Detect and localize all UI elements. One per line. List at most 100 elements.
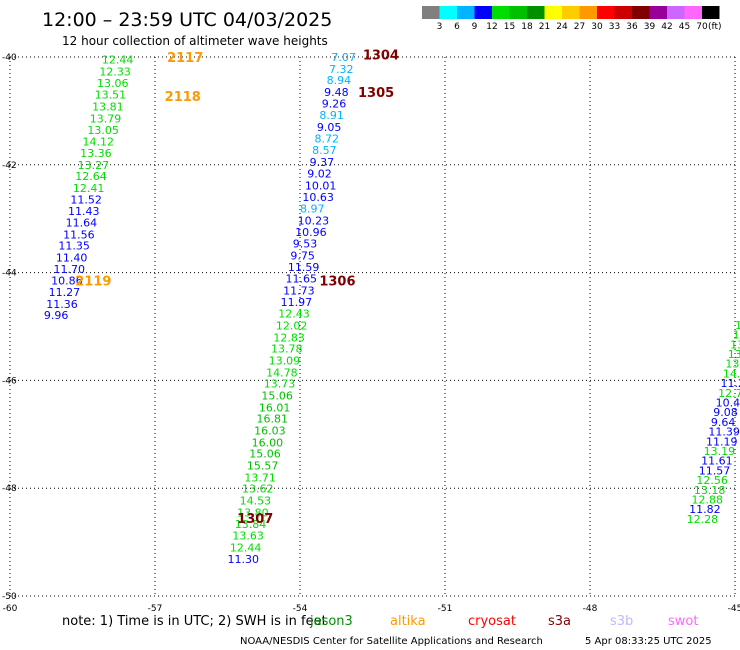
wave-height-value: 13.73 bbox=[264, 378, 296, 391]
colorbar-label: 36 bbox=[626, 22, 638, 32]
wave-height-value: 11.82 bbox=[689, 503, 721, 516]
colorbar-label: 6 bbox=[454, 22, 460, 32]
chart-subtitle: 12 hour collection of altimeter wave hei… bbox=[62, 34, 328, 48]
wave-height-value: 13.81 bbox=[92, 101, 124, 114]
colorbar-label: 33 bbox=[609, 22, 620, 32]
wave-height-value: 12.56 bbox=[696, 474, 728, 487]
wave-height-value: 12.44 bbox=[230, 541, 262, 554]
wave-height-value: 11.70 bbox=[54, 263, 86, 276]
x-tick-label: -45 bbox=[728, 604, 740, 614]
wave-height-value: 9.05 bbox=[317, 121, 342, 134]
wave-height-value: 13.78 bbox=[271, 343, 303, 356]
wave-height-value: 12.64 bbox=[75, 170, 107, 183]
wave-height-value: 12.88 bbox=[692, 494, 724, 507]
wave-height-value: 8.97 bbox=[300, 202, 325, 215]
wave-height-value: 13.80 bbox=[237, 506, 269, 519]
wave-height-value: 13.62 bbox=[242, 483, 274, 496]
wave-height-value: 8.91 bbox=[319, 109, 344, 122]
wave-height-value: 16.03 bbox=[254, 425, 285, 438]
wave-height-value: 7.07 bbox=[331, 51, 356, 64]
colorbar-swatch bbox=[649, 6, 667, 19]
wave-height-value: 11.73 bbox=[283, 284, 315, 297]
wave-height-value: 10.86 bbox=[51, 275, 82, 288]
wave-height-value: 9.96 bbox=[44, 309, 68, 322]
x-tick-label: -54 bbox=[293, 604, 308, 614]
colorbar-label: 30 bbox=[591, 22, 603, 32]
wave-height-value: 11.56 bbox=[63, 228, 95, 241]
pass-label: 1306 bbox=[319, 275, 355, 290]
colorbar-swatch bbox=[597, 6, 615, 19]
wave-height-value: 11.19 bbox=[706, 435, 738, 448]
wave-height-value: 11.40 bbox=[56, 252, 88, 265]
wave-height-value: 10.44 bbox=[716, 396, 740, 409]
pass-label: 1305 bbox=[358, 86, 394, 101]
wave-height-value: 13.09 bbox=[269, 354, 301, 367]
wave-height-value: 13.36 bbox=[80, 147, 112, 160]
wave-height-values: 12.4412.3313.0613.5113.8113.7913.0514.12… bbox=[44, 51, 740, 566]
colorbar-swatch bbox=[439, 6, 457, 19]
pass-label: 1304 bbox=[363, 48, 399, 63]
colorbar-label: 12 bbox=[486, 22, 497, 32]
wave-height-value: 13.05 bbox=[87, 124, 119, 137]
colorbar-swatch bbox=[509, 6, 527, 19]
colorbar-swatch bbox=[702, 6, 720, 19]
pass-label: 1307 bbox=[237, 512, 273, 527]
satellite-legend-item: jason3 bbox=[309, 614, 353, 629]
wave-height-value: 14.12 bbox=[83, 136, 115, 149]
wave-height-value: 15.06 bbox=[249, 448, 281, 461]
wave-height-value: 9.02 bbox=[307, 167, 332, 180]
wave-height-value: 16.81 bbox=[257, 413, 289, 426]
wave-height-value: 16.01 bbox=[259, 401, 291, 414]
wave-height-value: 11.30 bbox=[228, 553, 260, 566]
colorbar-swatch bbox=[492, 6, 510, 19]
wave-height-value: 13.27 bbox=[78, 159, 110, 172]
wave-height-value: 15.06 bbox=[261, 389, 293, 402]
satellite-legend-item: altika bbox=[390, 614, 426, 629]
grid bbox=[9, 56, 736, 597]
colorbar-swatch bbox=[667, 6, 685, 19]
colorbar-swatch bbox=[457, 6, 475, 19]
wave-height-value: 10.96 bbox=[295, 226, 327, 239]
wave-height-value: 14.09 bbox=[723, 367, 740, 380]
wave-height-value: 11.35 bbox=[58, 240, 89, 253]
wave-height-value: 9.53 bbox=[293, 237, 318, 250]
wave-height-value: 9.48 bbox=[324, 86, 349, 99]
wave-height-value: 12.28 bbox=[687, 513, 719, 526]
y-tick-label: -48 bbox=[2, 484, 17, 494]
wave-height-value: 9.08 bbox=[713, 406, 738, 419]
wave-height-value: 10.63 bbox=[302, 191, 334, 204]
wave-height-value: 11.23 bbox=[721, 377, 740, 390]
wave-height-value: 11.57 bbox=[699, 464, 731, 477]
pass-label: 2119 bbox=[75, 275, 111, 290]
wave-height-value: 11.61 bbox=[701, 455, 733, 468]
wave-height-value: 12.83 bbox=[273, 331, 305, 344]
wave-height-value: 9.75 bbox=[290, 249, 315, 262]
wave-height-value: 13.19 bbox=[704, 445, 736, 458]
x-tick-label: -60 bbox=[3, 604, 18, 614]
wave-height-value: 13.73 bbox=[728, 348, 740, 361]
wave-height-value: 8.94 bbox=[327, 74, 352, 87]
satellite-legend-item: swot bbox=[668, 614, 698, 629]
wave-height-value: 13.63 bbox=[232, 530, 263, 543]
wave-height-value: 14.78 bbox=[266, 366, 298, 379]
wave-height-value: 13.30 bbox=[725, 358, 740, 371]
wave-height-value: 11.64 bbox=[66, 216, 98, 229]
y-tick-label: -42 bbox=[2, 161, 17, 171]
colorbar-swatch bbox=[544, 6, 562, 19]
colorbar-unit: (ft) bbox=[708, 22, 722, 32]
wave-height-value: 13.18 bbox=[735, 319, 740, 332]
colorbar-label: 18 bbox=[521, 22, 533, 32]
colorbar-swatch bbox=[562, 6, 580, 19]
colorbar-swatch bbox=[614, 6, 632, 19]
wave-height-value: 11.65 bbox=[286, 273, 318, 286]
y-tick-label: -50 bbox=[2, 592, 17, 602]
wave-height-value: 13.34 bbox=[733, 329, 740, 342]
wave-height-value: 12.43 bbox=[278, 308, 310, 321]
colorbar-legend: 3 6 9 12 15 18 21 24 27 30 33 36 39 42 45 70 (ft) bbox=[422, 6, 722, 32]
wave-height-value: 7.32 bbox=[329, 63, 354, 76]
colorbar-label: 3 bbox=[437, 22, 443, 32]
wave-height-value: 11.43 bbox=[68, 205, 100, 218]
wave-height-value: 11.59 bbox=[288, 261, 320, 274]
satellite-legend-item: cryosat bbox=[468, 614, 516, 629]
